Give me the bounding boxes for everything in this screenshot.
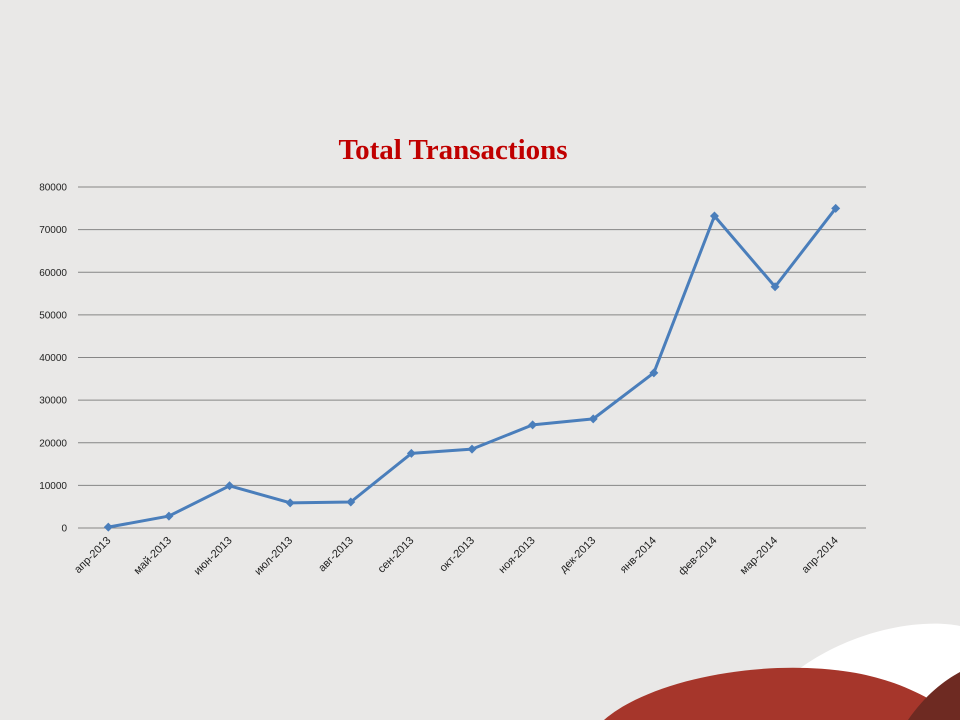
y-tick-label: 20000 [39, 438, 67, 449]
data-point-marker [285, 498, 295, 508]
data-point-marker [831, 203, 841, 213]
data-point-marker [588, 414, 598, 424]
gridlines [78, 186, 866, 529]
data-point-marker [346, 497, 356, 507]
y-tick-label: 30000 [39, 396, 67, 407]
data-point-marker [225, 481, 235, 491]
data-point-marker [467, 444, 477, 454]
dark-red-swoosh [908, 672, 960, 720]
y-tick-label: 70000 [39, 225, 67, 236]
data-point-marker [164, 511, 174, 521]
data-point-marker [406, 448, 416, 458]
y-tick-label: 10000 [39, 481, 67, 492]
data-point-marker [528, 420, 538, 430]
y-tick-label: 0 [61, 524, 67, 535]
y-tick-label: 50000 [39, 310, 67, 321]
chart-title: Total Transactions [338, 134, 568, 166]
data-point-marker [770, 282, 780, 292]
y-tick-label: 80000 [39, 183, 67, 194]
series-layer [103, 203, 841, 532]
data-point-marker [649, 368, 659, 378]
red-swoosh [604, 667, 960, 720]
data-point-marker [103, 522, 113, 532]
data-point-marker [709, 211, 719, 221]
y-tick-label: 60000 [39, 268, 67, 279]
y-axis-ticks: 0 10000 20000 30000 40000 50000 60000 70000 8000… [39, 183, 67, 535]
y-tick-label: 40000 [39, 353, 67, 364]
